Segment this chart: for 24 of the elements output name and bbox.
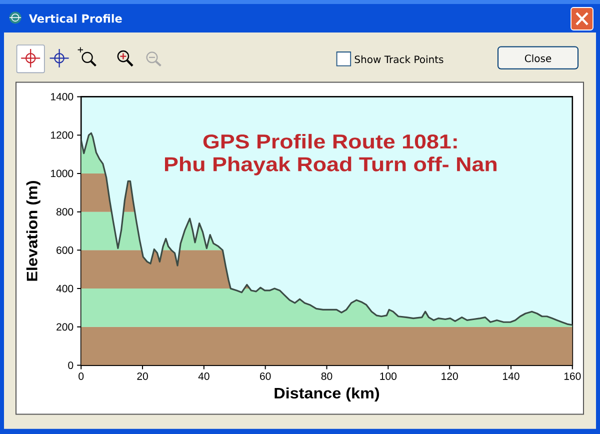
text: Phu Phayak Road Turn off- Nan xyxy=(165,156,496,176)
y-tick-label: 1400 xyxy=(51,92,74,100)
y-tick-label: 400 xyxy=(56,284,74,292)
x-tick-label: 20 xyxy=(137,372,148,380)
text: GPS Profile Route 1081: xyxy=(203,134,457,149)
x-tick-label: 80 xyxy=(321,372,332,380)
text: Close xyxy=(524,54,552,62)
y-tick-label: 200 xyxy=(56,323,74,331)
text: Show Track Points xyxy=(354,55,444,64)
x-tick-label: 140 xyxy=(503,372,520,380)
x-tick-label: 40 xyxy=(198,372,210,380)
y-tick-label: 1000 xyxy=(51,170,74,178)
x-axis-title: Distance (km) xyxy=(274,387,380,402)
y-tick-label: 1200 xyxy=(51,131,74,139)
x-tick-label: 120 xyxy=(442,372,458,380)
x-tick-label: 60 xyxy=(260,372,271,380)
y-tick-label: 0 xyxy=(68,362,74,370)
x-tick-label: 0 xyxy=(78,372,84,380)
y-axis-title: Elevation (m) xyxy=(26,180,40,281)
y-tick-label: 600 xyxy=(56,246,74,254)
x-tick-label: 160 xyxy=(564,372,581,380)
x-tick-label: 100 xyxy=(380,372,397,380)
y-tick-label: 800 xyxy=(56,208,74,216)
text: Vertical Profile xyxy=(28,14,122,23)
